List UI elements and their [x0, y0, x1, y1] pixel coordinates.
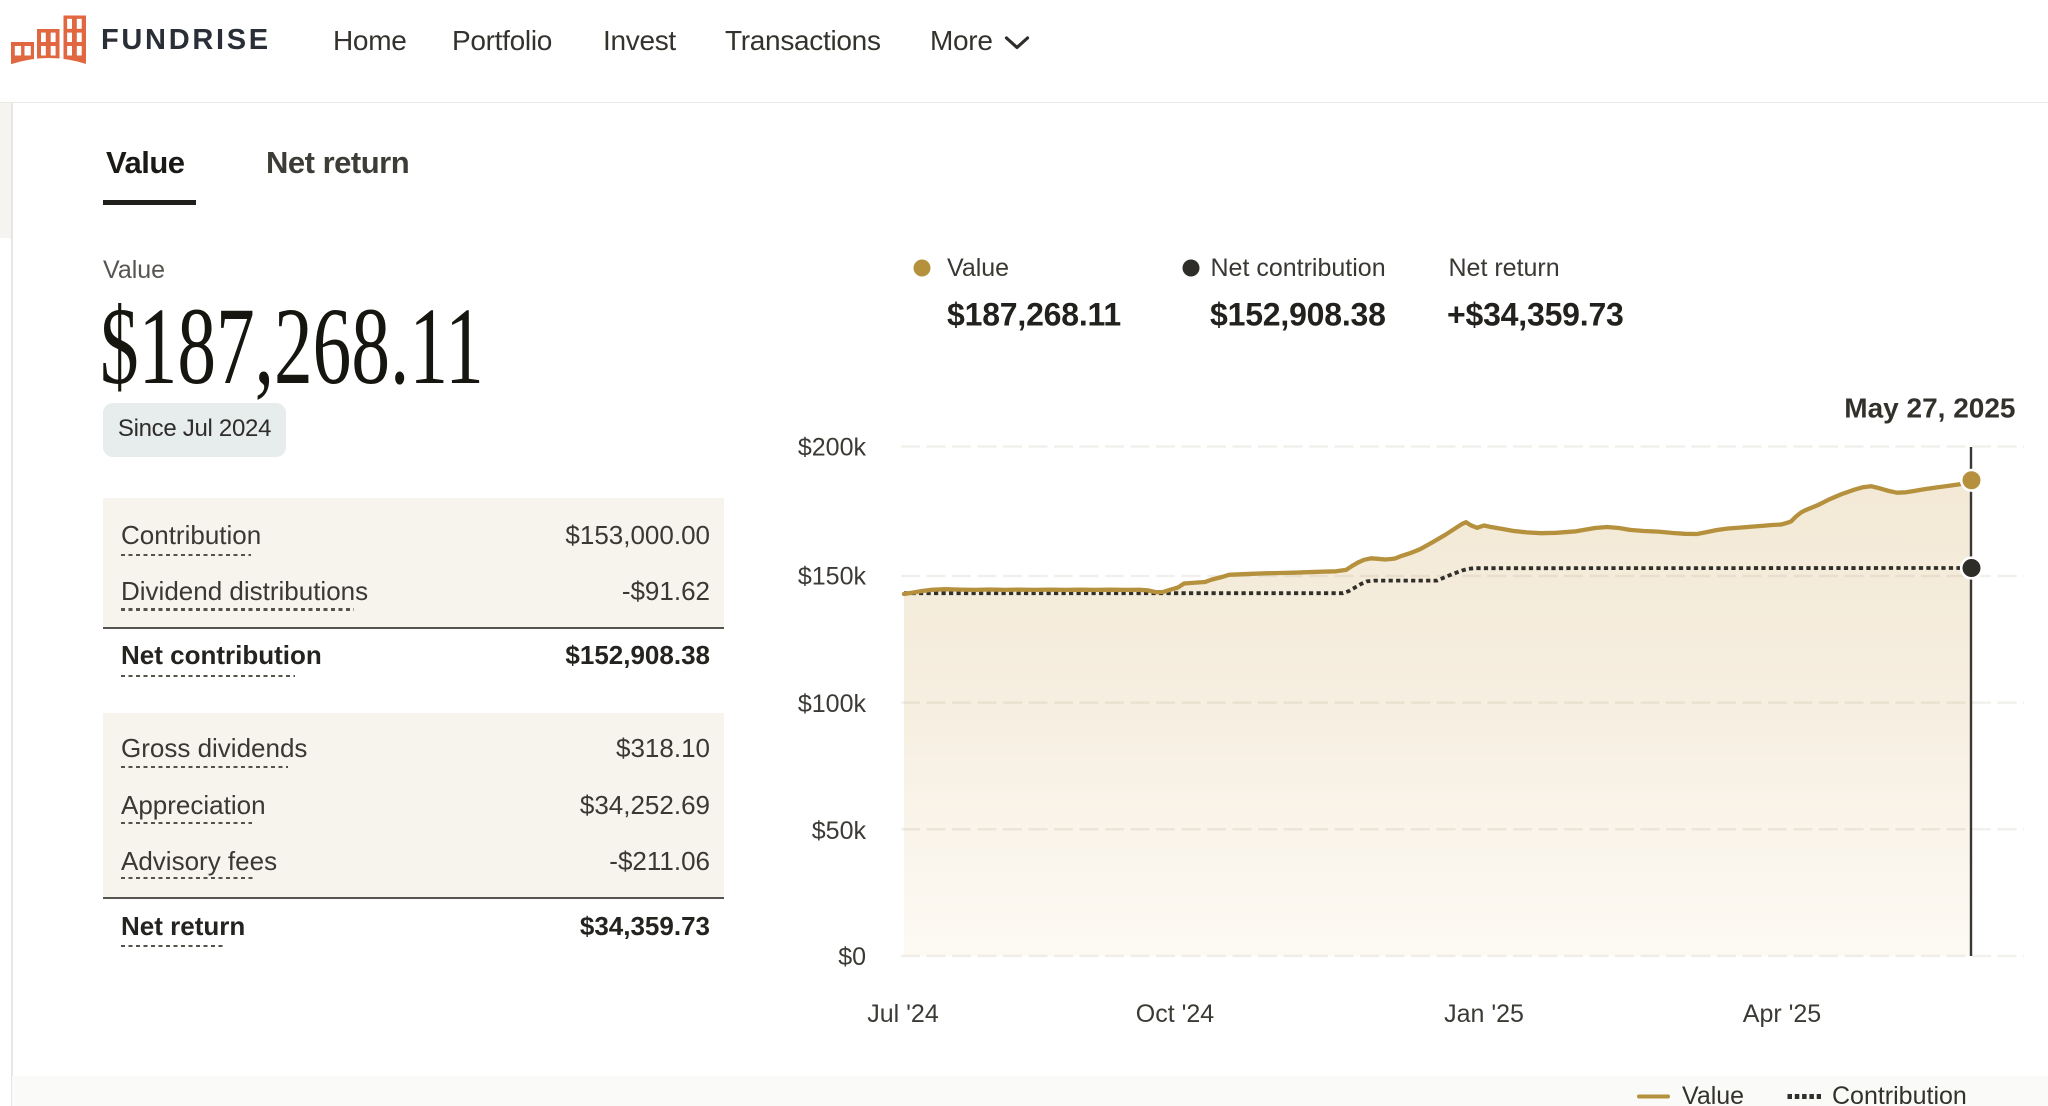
- svg-text:Apr '25: Apr '25: [1743, 1000, 1821, 1028]
- svg-text:Jul '24: Jul '24: [867, 1000, 939, 1028]
- svg-text:Value: Value: [1682, 1082, 1744, 1106]
- svg-text:Jan '25: Jan '25: [1444, 1000, 1524, 1028]
- svg-text:$150k: $150k: [798, 562, 867, 590]
- svg-text:$50k: $50k: [812, 817, 867, 845]
- svg-text:$152,908.38: $152,908.38: [1210, 297, 1386, 333]
- svg-text:$200k: $200k: [798, 434, 867, 462]
- svg-text:$0: $0: [838, 943, 866, 971]
- svg-text:May 27, 2025: May 27, 2025: [1844, 393, 2015, 424]
- svg-text:Net return: Net return: [1449, 254, 1560, 282]
- svg-text:Net contribution: Net contribution: [1211, 254, 1386, 282]
- svg-text:+$34,359.73: +$34,359.73: [1447, 297, 1624, 333]
- svg-text:Oct '24: Oct '24: [1136, 1000, 1215, 1028]
- svg-text:Contribution: Contribution: [1832, 1082, 1967, 1106]
- svg-text:Value: Value: [947, 254, 1009, 282]
- svg-text:$187,268.11: $187,268.11: [947, 297, 1121, 333]
- svg-text:$100k: $100k: [798, 690, 867, 718]
